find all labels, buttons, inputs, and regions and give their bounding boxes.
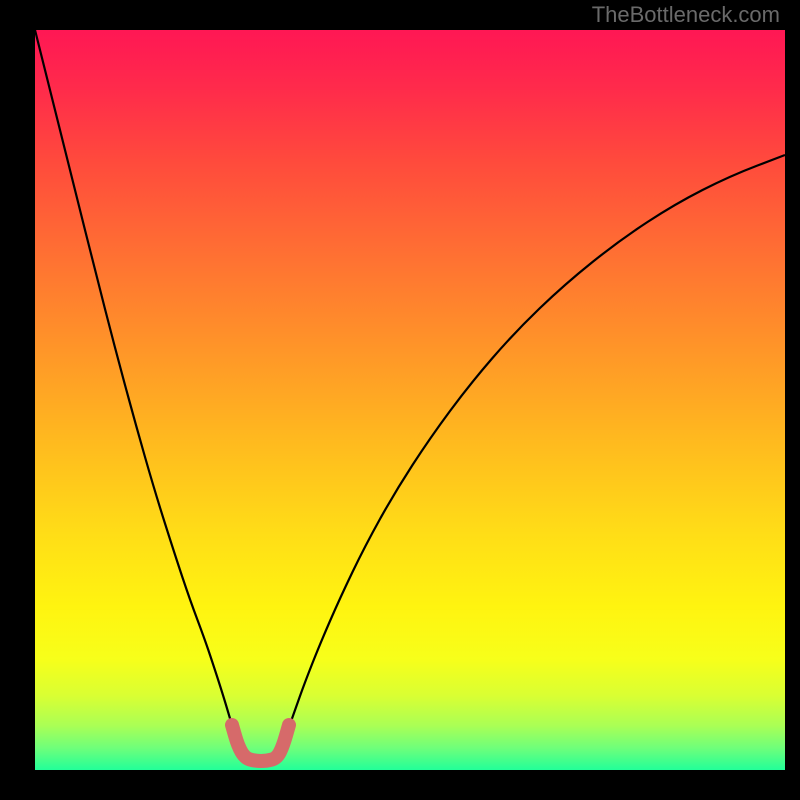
curve-left-branch: [35, 30, 238, 746]
curve-valley-highlight: [232, 725, 289, 761]
watermark-text: TheBottleneck.com: [592, 2, 780, 28]
curve-right-branch: [283, 155, 785, 746]
plot-area: [35, 30, 785, 770]
chart-frame: [0, 0, 800, 800]
curve-overlay: [35, 30, 785, 770]
